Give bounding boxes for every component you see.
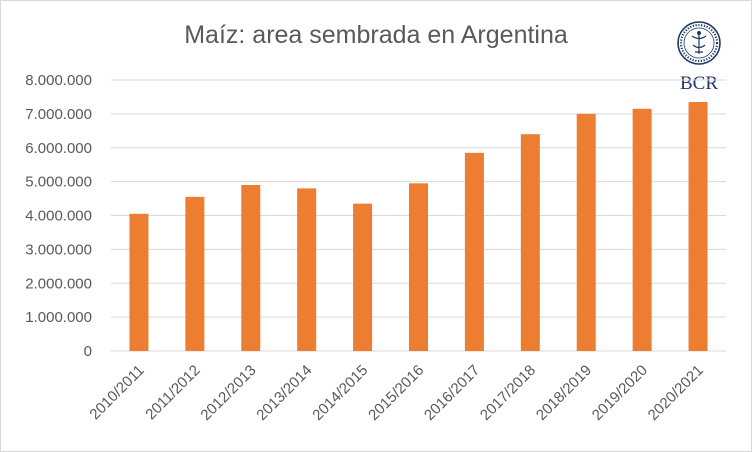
bcr-logo-text: BCR [680,73,718,94]
x-tick-label: 2010/2011 [86,362,147,423]
x-tick-label: 2017/2018 [477,362,539,424]
bar [353,203,373,351]
bar [297,188,317,351]
chart-title: Maíz: area sembrada en Argentina [184,21,568,49]
bar [576,113,596,351]
bar [185,196,205,351]
bar [520,134,540,351]
bar [241,185,261,351]
bar [409,183,428,351]
x-tick-label: 2011/2012 [142,362,203,423]
x-tick-label: 2020/2021 [645,362,707,424]
x-tick-label: 2015/2016 [365,362,427,424]
y-tick-label: 6.000.000 [25,140,92,157]
x-tick-label: 2014/2015 [309,362,371,424]
x-tick-label: 2018/2019 [533,362,595,424]
y-tick-label: 2.000.000 [25,275,92,292]
bar [129,213,149,351]
x-tick-label: 2016/2017 [421,362,483,424]
bar [632,108,652,351]
y-tick-label: 3.000.000 [25,241,92,258]
y-tick-label: 4.000.000 [25,208,92,225]
y-tick-label: 7.000.000 [25,106,92,123]
x-tick-label: 2013/2014 [253,362,315,424]
y-tick-label: 8.000.000 [25,72,92,89]
bcr-logo: BCR [677,21,721,94]
y-tick-label: 0 [84,343,92,360]
y-tick-label: 5.000.000 [25,174,92,191]
x-tick-label: 2012/2013 [197,362,259,424]
bar [688,102,708,351]
x-tick-label: 2019/2020 [589,362,651,424]
bar [464,152,484,351]
y-tick-label: 1.000.000 [25,309,92,326]
